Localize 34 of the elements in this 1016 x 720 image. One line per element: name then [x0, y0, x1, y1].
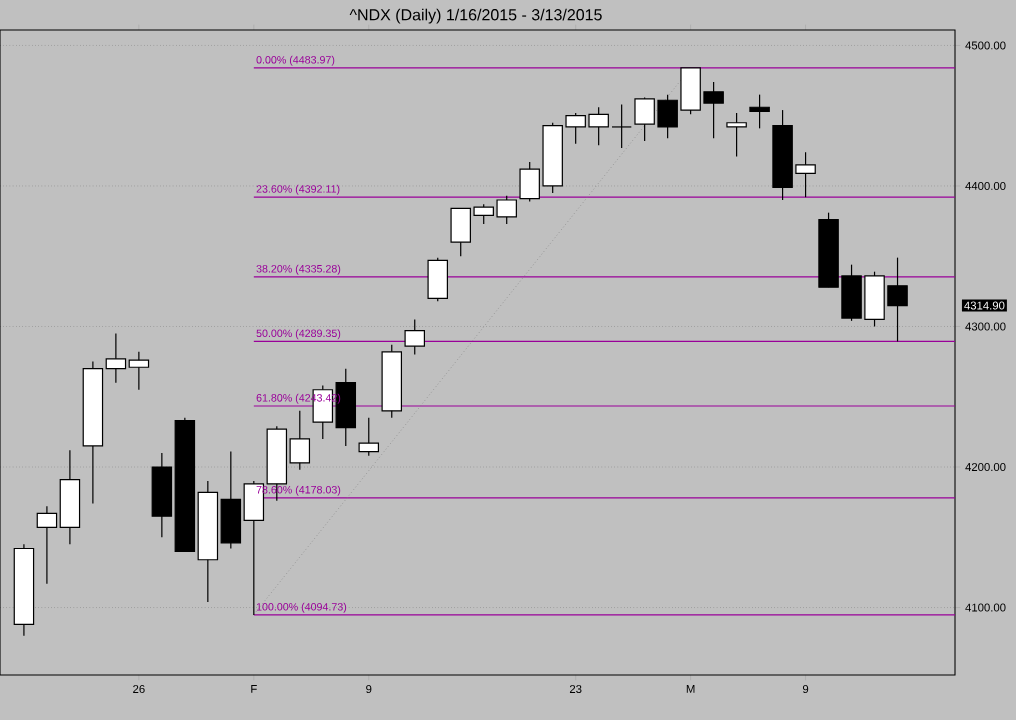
candlestick — [473, 203, 494, 225]
y-tick-label: 4500.00 — [965, 41, 1006, 50]
x-tick-label: F — [251, 685, 257, 693]
candlestick — [749, 94, 770, 129]
y-tick-label: 4400.00 — [965, 181, 1006, 190]
candlestick — [128, 351, 150, 391]
ref-line-label: 0.00% (4483.97) — [256, 55, 335, 66]
x-tick-label: 9 — [802, 685, 809, 694]
x-tick-label: 23 — [569, 685, 582, 694]
ref-line-label: 23.60% (4392.11) — [256, 184, 340, 195]
candlestick — [703, 81, 724, 139]
candlestick — [726, 112, 747, 158]
candlestick — [404, 318, 425, 356]
candlestick — [611, 103, 632, 149]
candlestick — [795, 151, 816, 198]
ref-line-label: 100.00% (4094.73) — [256, 602, 347, 613]
text: 4314.90 — [964, 301, 1005, 310]
y-tick-label: 4100.00 — [965, 603, 1006, 612]
candlestick — [496, 195, 517, 225]
chart-title: ^NDX (Daily) 1/16/2015 - 3/13/2015 — [349, 8, 602, 24]
y-tick-label: 4300.00 — [965, 322, 1006, 331]
candlestick — [588, 106, 609, 146]
x-tick-label: 26 — [133, 685, 145, 694]
candlestick — [105, 332, 127, 384]
candlestick — [289, 410, 311, 471]
candlestick — [887, 257, 908, 343]
candlestick — [36, 505, 58, 585]
candlestick — [358, 417, 380, 457]
y-tick-label: 4200.00 — [965, 463, 1006, 472]
ref-line-label: 38.20% (4335.28) — [256, 264, 341, 275]
x-tick-label: 9 — [366, 685, 372, 694]
x-tick-label: M — [686, 685, 695, 693]
candlestick — [565, 112, 586, 145]
ref-line-label: 50.00% (4289.35) — [256, 329, 341, 340]
